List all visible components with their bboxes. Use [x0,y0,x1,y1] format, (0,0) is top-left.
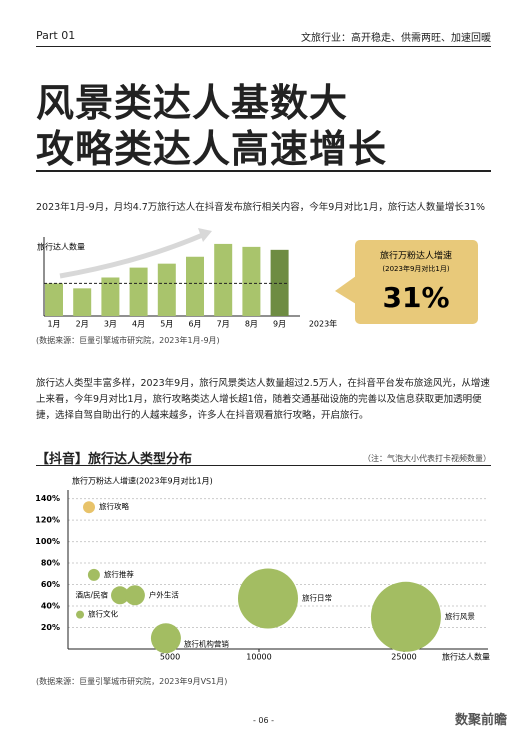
bubble-label: 酒店/民宿 [75,589,108,599]
header-rule [36,46,491,47]
callout-title: 旅行万粉达人增速 [380,250,452,262]
callout-value: 31% [382,281,449,314]
callout-box [355,240,478,324]
part-label: Part 01 [36,29,76,42]
bubble [83,501,96,514]
section-title: 【抖音】旅行达人类型分布 [36,452,193,467]
trend-arrow-head [198,228,212,242]
bar [186,256,204,316]
y-tick-label: 60% [41,580,60,589]
bubble-label: 户外生活 [149,589,179,599]
watermark: 数聚前瞻 [454,713,507,728]
bar [242,246,261,316]
title-line: 风景类达人基数大 [36,81,349,125]
bubble-label: 旅行机构营销 [184,638,229,648]
paragraph: 旅行达人类型丰富多样，2023年9月，旅行风景类达人数量超过2.5万人，在抖音平… [36,378,490,421]
y-tick-label: 140% [35,494,60,503]
title-line: 攻略类达人高速增长 [36,127,388,171]
y-axis-label: 旅行万粉达人增速(2023年9月对比1月) [72,476,213,486]
bar [214,243,233,316]
x-tick-label: 2月 [76,320,89,329]
x-tick-label: 4月 [132,320,145,329]
x-tick-label: 9月 [273,320,286,329]
page-number: - 06 - [252,716,275,725]
bubble [150,623,181,654]
bar [129,267,148,316]
x-end-label: 2023年 [309,319,337,329]
intro: 2023年1月-9月，月均4.7万旅行达人在抖音发布旅行相关内容，今年9月对比1… [36,202,486,213]
bar [101,277,120,316]
title-rule [36,170,491,172]
bubble [237,568,298,629]
bubble [124,585,145,606]
callout-subtitle: (2023年9月对比1月) [382,264,449,273]
x-tick-label: 25000 [391,653,416,662]
source: (数据来源：巨量引擎城市研究院，2023年9月VS1月) [36,677,228,686]
bubble-label: 旅行风景 [445,611,475,621]
x-axis-label: 旅行达人数量 [442,652,490,662]
bubble [111,586,130,605]
trend-arrow [59,231,206,279]
x-tick-label: 3月 [104,320,117,329]
bubble [87,568,100,581]
callout-pointer [335,276,356,304]
y-tick-label: 20% [41,623,60,632]
bar [45,283,63,316]
bubble-label: 旅行推荐 [104,569,134,579]
bubble-label: 旅行日常 [302,593,332,603]
x-tick-label: 1月 [47,320,60,329]
section-rule [36,465,491,466]
note: （注：气泡大小代表打卡视频数量） [363,454,491,463]
bubble-label: 旅行攻略 [99,501,129,511]
header-subtitle: 文旅行业：高开稳走、供需两旺、加速回暖 [301,33,491,44]
y-tick-label: 80% [41,559,60,568]
y-tick-label: 40% [41,602,60,611]
bubble [370,581,441,652]
page-title: 风景类达人基数大 攻略类达人高速增长 [36,80,387,172]
bubble-label: 旅行文化 [88,609,118,619]
x-tick-label: 7月 [217,320,230,329]
x-tick-label: 10000 [246,653,271,662]
x-tick-label: 5000 [160,653,180,662]
x-tick-label: 6月 [188,320,201,329]
bubble [76,610,85,619]
y-tick-label: 120% [35,516,60,525]
bar [157,263,176,316]
y-tick-label: 100% [35,537,60,546]
y-axis-label: 旅行达人数量 [37,242,85,252]
source: (数据来源：巨量引擎城市研究院，2023年1月-9月) [36,336,220,345]
bar [73,288,92,316]
x-tick-label: 5月 [160,320,173,329]
x-tick-label: 8月 [245,320,258,329]
